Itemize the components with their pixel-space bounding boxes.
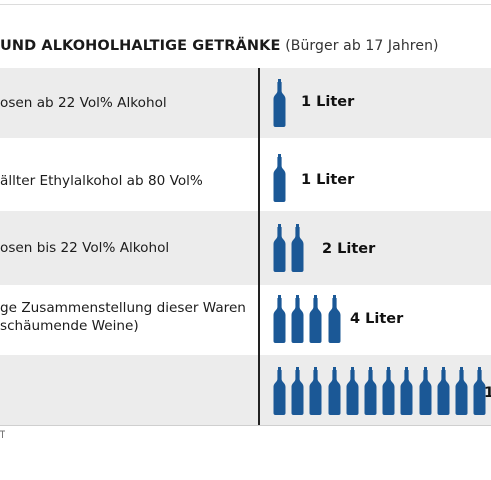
amount-label-2: 2 Liter (322, 241, 376, 257)
bottle-mark (346, 367, 359, 415)
bottle-mark (419, 367, 432, 415)
row-label-line: osen bis 22 Vol% Alkohol (0, 240, 170, 256)
bottle-mark (382, 367, 395, 415)
top-rule (0, 4, 491, 5)
bottle-mark (273, 79, 286, 127)
bottle-mark (273, 367, 286, 415)
row-label-line: ge Zusammenstellung dieser Waren (0, 300, 246, 316)
bottle-mark (364, 367, 377, 415)
bottle-mark (309, 295, 322, 343)
chart-title: UND ALKOHOLHALTIGE GETRÄNKE (Bürger ab 1… (0, 38, 491, 60)
row-0: osen ab 22 Vol% Alkohol (0, 68, 491, 138)
bottle-mark (309, 367, 322, 415)
row-4 (0, 355, 491, 425)
chart-title-main: UND ALKOHOLHALTIGE GETRÄNKE (0, 38, 281, 54)
row-3: ge Zusammenstellung dieser Waren schäume… (0, 285, 491, 355)
bottle-mark (437, 367, 450, 415)
bottle-mark (455, 367, 468, 415)
amount-label-4: 1 (484, 385, 491, 401)
bottle-mark (328, 295, 341, 343)
row-2: osen bis 22 Vol% Alkohol (0, 211, 491, 285)
bottom-rule (0, 425, 491, 426)
row-1: ällter Ethylalkohol ab 80 Vol% (0, 138, 491, 211)
amount-label-3: 4 Liter (350, 311, 404, 327)
amount-label-0: 1 Liter (301, 94, 355, 110)
row-label: ge Zusammenstellung dieser Waren schäume… (0, 299, 255, 335)
row-label: osen ab 22 Vol% Alkohol (0, 94, 255, 112)
bottle-mark (291, 295, 304, 343)
row-label-line: schäumende Weine) (0, 318, 139, 334)
bottle-mark (291, 367, 304, 415)
footer-mark-icon (0, 430, 5, 438)
row-label-line: ällter Ethylalkohol ab 80 Vol% (0, 173, 203, 189)
bottle-mark (473, 367, 486, 415)
axis-divider (258, 68, 260, 425)
chart-subtitle: (Bürger ab 17 Jahren) (285, 38, 439, 54)
bottle-mark (328, 367, 341, 415)
row-label-line: osen ab 22 Vol% Alkohol (0, 95, 167, 111)
bottle-mark (273, 295, 286, 343)
bottle-mark (273, 154, 286, 202)
row-label: ällter Ethylalkohol ab 80 Vol% (0, 172, 255, 190)
bottle-mark (273, 224, 286, 272)
row-label: osen bis 22 Vol% Alkohol (0, 239, 255, 257)
amount-label-1: 1 Liter (301, 172, 355, 188)
bottle-mark (291, 224, 304, 272)
bottle-mark (400, 367, 413, 415)
